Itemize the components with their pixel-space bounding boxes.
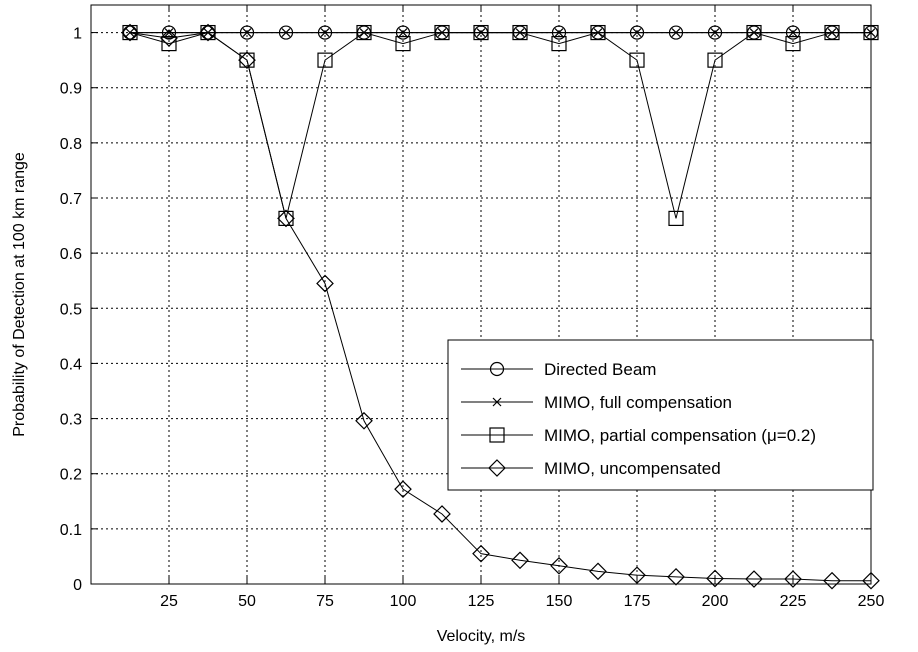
x-tick-label: 200: [702, 593, 729, 610]
data-point-x: [320, 28, 330, 37]
data-point-diamond: [160, 29, 178, 47]
data-point-square: [434, 24, 450, 41]
y-tick-label: 0.6: [60, 246, 82, 263]
x-tick-label: 75: [316, 593, 334, 610]
series-layer: [121, 23, 880, 590]
series-square: [122, 24, 879, 227]
data-point-square: [200, 24, 216, 41]
data-point-diamond: [784, 570, 802, 588]
data-point-x: [164, 28, 174, 37]
data-point-diamond: [355, 411, 373, 430]
data-point-square: [512, 24, 528, 41]
data-point-square: [278, 210, 294, 227]
y-tick-label: 0.5: [60, 301, 82, 318]
y-tick-label: 0.7: [60, 191, 82, 208]
legend-box: [447, 339, 874, 491]
series-line: [129, 32, 871, 582]
y-axis-label: Probability of Detection at 100 km range: [11, 152, 28, 437]
x-tick-label: 150: [546, 593, 573, 610]
legend-entry: MIMO, partial compensation (μ=0.2): [461, 426, 816, 445]
data-point-square: [863, 24, 879, 41]
legend-marker-square: [489, 427, 505, 443]
data-point-square: [473, 24, 489, 41]
series-diamond: [121, 23, 880, 590]
y-tick-label: 0.3: [60, 412, 82, 429]
data-point-square: [551, 35, 567, 52]
y-tick-label: 0.1: [60, 522, 82, 539]
data-point-square: [356, 24, 372, 41]
data-point-square: [395, 35, 411, 52]
data-point-diamond: [823, 571, 841, 590]
data-point-square: [746, 24, 762, 41]
data-point-diamond: [511, 551, 529, 570]
data-point-square: [161, 35, 177, 52]
series-line: [129, 32, 871, 219]
data-point-diamond: [628, 566, 646, 585]
data-point-x: [710, 28, 720, 37]
data-point-square: [707, 52, 723, 68]
data-point-square: [317, 52, 333, 68]
x-tick-label: 25: [160, 593, 178, 610]
legend-label: MIMO, uncompensated: [544, 459, 721, 478]
data-point-x: [632, 28, 642, 37]
x-axis-label: Velocity, m/s: [437, 628, 526, 645]
data-point-diamond: [862, 571, 880, 590]
data-point-x: [788, 28, 798, 37]
data-point-diamond: [238, 51, 256, 69]
data-point-square: [239, 52, 255, 68]
x-tick-label: 50: [238, 593, 256, 610]
legend-label: Directed Beam: [544, 360, 656, 379]
y-tick-label: 0.4: [60, 356, 82, 373]
data-point-square: [785, 35, 801, 52]
data-point-diamond: [667, 567, 685, 586]
data-point-diamond: [316, 274, 334, 293]
data-point-diamond: [121, 23, 139, 42]
legend-entry: Directed Beam: [461, 360, 656, 379]
legend-label: MIMO, full compensation: [544, 393, 732, 412]
data-point-x: [671, 28, 681, 37]
data-point-diamond: [394, 480, 412, 499]
legend-entry: MIMO, full compensation: [461, 393, 732, 412]
data-point-diamond: [199, 23, 217, 42]
data-point-square: [590, 24, 606, 41]
legend-marker-circle: [489, 361, 505, 377]
data-point-x: [281, 28, 291, 37]
y-tick-label: 0: [73, 577, 82, 594]
axes: 25 50 75 100 125 150 175 200 225 250 0 0.1 0.2 0.3 0.4…: [60, 4, 885, 610]
data-point-diamond: [433, 505, 451, 523]
x-tick-label: 175: [624, 593, 651, 610]
legend: Directed Beam MIMO, full compensation MIMO…: [447, 339, 874, 491]
legend-marker-x: [492, 397, 502, 407]
data-point-square: [824, 24, 840, 41]
data-point-diamond: [706, 569, 724, 588]
data-point-diamond: [277, 209, 295, 228]
grid-lines: [91, 5, 871, 584]
legend-marker-diamond: [488, 459, 506, 477]
data-point-diamond: [550, 556, 568, 575]
data-point-diamond: [472, 544, 490, 563]
data-point-square: [122, 24, 138, 41]
y-tick-label: 0.9: [60, 81, 82, 98]
x-tick-label: 100: [390, 593, 417, 610]
y-tick-label: 1: [73, 26, 82, 43]
y-tick-label: 0.2: [60, 467, 82, 484]
data-point-x: [398, 28, 408, 37]
data-point-x: [242, 28, 252, 37]
data-point-diamond: [745, 570, 763, 588]
y-tick-label: 0.8: [60, 136, 82, 153]
data-point-square: [668, 210, 684, 227]
x-tick-label: 250: [858, 593, 885, 610]
legend-entry: MIMO, uncompensated: [461, 459, 721, 478]
x-tick-label: 225: [780, 593, 807, 610]
x-tick-label: 125: [468, 593, 495, 610]
data-point-x: [554, 28, 564, 37]
data-point-diamond: [589, 562, 607, 581]
legend-label: MIMO, partial compensation (μ=0.2): [544, 426, 816, 445]
data-point-square: [629, 52, 645, 68]
